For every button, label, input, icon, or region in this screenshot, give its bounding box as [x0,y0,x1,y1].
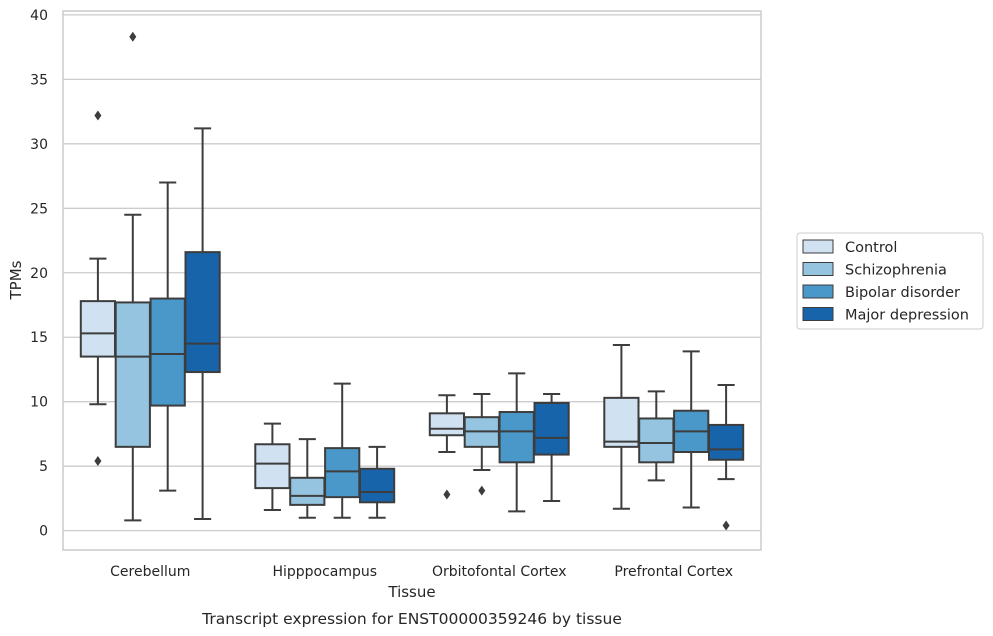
box-body [149,297,186,407]
outlier-point [94,456,102,467]
legend-swatch [802,262,834,276]
outlier-point [94,110,102,121]
y-tick-label: 40 [30,8,48,24]
box-body [638,417,675,464]
box-body [358,467,396,504]
y-axis-title: TPMs [7,260,25,300]
x-tick-label: Orbitofontal Cortex [432,564,567,580]
box-2-1 [463,392,500,496]
box-body [114,301,151,448]
y-tick-label: 25 [30,201,48,217]
box-2-2 [498,372,535,513]
box-1-3 [358,445,396,519]
box-1-1 [289,438,326,519]
legend: Control Schizophrenia Bipolar disorder Majo… [796,232,984,330]
legend-label: Major depression [845,308,969,324]
y-tick-label: 0 [39,524,48,540]
y-tick-label: 30 [30,137,48,153]
box-0-0 [79,110,117,467]
x-tick-label: Hipppocampus [272,564,377,580]
legend-entries: Control Schizophrenia Bipolar disorder Majo… [802,239,969,324]
x-tick-label: Cerebellum [110,564,190,580]
legend-swatch [802,307,834,321]
box-3-3 [707,383,745,531]
legend-swatch [802,239,834,254]
box-body [289,476,326,506]
y-tick-labels: 0 5 10 15 20 25 30 35 40 [30,8,48,540]
box-0-1 [114,31,151,522]
legend-label: Bipolar disorder [845,285,960,301]
box-body [707,423,745,461]
box-body [603,396,640,448]
legend-label: Schizophrenia [845,263,947,279]
y-tick-label: 5 [39,459,48,475]
outlier-point [722,520,730,531]
box-1-2 [324,382,361,519]
box-2-3 [533,392,570,502]
box-3-0 [603,343,640,510]
box-1-0 [254,422,291,512]
y-tick-label: 10 [30,395,48,411]
box-body [324,447,361,499]
legend-swatch [802,284,834,299]
plot-frame [62,10,762,551]
outlier-point [443,489,451,500]
box-layer [79,31,745,531]
box-body [184,251,221,374]
outlier-point [129,31,137,42]
box-0-3 [184,127,221,521]
box-body [498,411,535,464]
box-body [79,300,117,358]
box-body [533,402,570,456]
legend-frame [796,232,984,330]
y-tick-label: 20 [30,266,48,282]
box-0-2 [149,181,186,492]
y-tick-label: 35 [30,72,48,88]
outlier-point [478,485,486,496]
box-body [428,412,466,437]
legend-label: Control [845,240,897,256]
box-body [254,443,291,490]
x-tick-label: Prefrontal Cortex [614,564,733,580]
x-tick-labels: Cerebellum Hipppocampus Orbitofontal Corte… [110,564,733,580]
x-axis-title: Tissue [387,583,435,601]
y-tick-label: 15 [30,330,48,346]
chart-caption: Transcript expression for ENST0000035924… [201,610,622,628]
